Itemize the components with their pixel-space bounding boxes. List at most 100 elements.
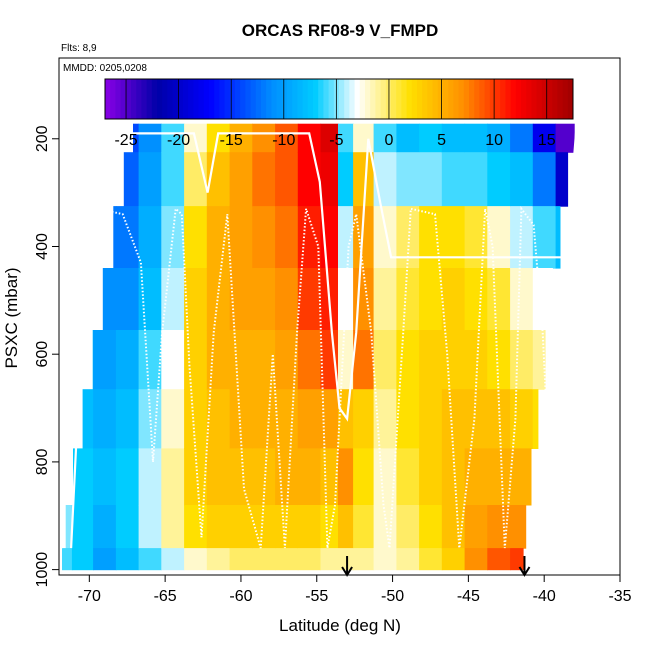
heatmap-cell — [441, 330, 466, 390]
colorbar-segment — [469, 79, 475, 119]
colorbar-segment — [349, 79, 356, 119]
x-tick-label: -70 — [78, 588, 101, 605]
heatmap-cell — [373, 206, 397, 269]
heatmap-cell — [93, 330, 117, 390]
colorbar-segment — [183, 79, 189, 119]
colorbar-segment — [406, 79, 413, 119]
colorbar-segment — [432, 79, 439, 119]
heatmap-cell — [555, 152, 569, 207]
colorbar-segment — [245, 79, 252, 119]
heatmap-cell — [184, 330, 208, 390]
heatmap-cell — [138, 123, 162, 153]
heatmap-cell — [320, 123, 339, 153]
heatmap-cell — [338, 152, 354, 207]
colorbar-segment — [401, 79, 408, 119]
heatmap-cell — [464, 548, 488, 571]
heatmap-cell — [555, 123, 575, 153]
heatmap-cell — [419, 123, 443, 153]
x-tick-label: -40 — [533, 588, 556, 605]
heatmap-cell — [93, 548, 117, 571]
colorbar-segment — [115, 79, 122, 119]
colorbar-segment — [536, 79, 543, 119]
heatmap-cell — [65, 505, 73, 549]
heatmap-cell — [138, 206, 162, 269]
colorbar-segment — [131, 79, 137, 119]
heatmap-cell — [532, 206, 557, 269]
heatmap-cell — [229, 152, 253, 207]
colorbar-segment — [110, 79, 116, 119]
colorbar-segment — [302, 79, 309, 119]
chart-title: ORCAS RF08-9 V_FMPD — [242, 21, 438, 40]
colorbar-segment — [292, 79, 298, 119]
heatmap-cell — [252, 330, 276, 390]
heatmap-cell — [93, 448, 117, 506]
heatmap-cell — [396, 389, 420, 449]
heatmap-cell — [419, 389, 443, 449]
heatmap-cell — [297, 448, 322, 506]
heatmap-cell — [338, 123, 354, 153]
colorbar-segment — [567, 79, 574, 119]
heatmap-cell — [510, 123, 534, 153]
colorbar-segment — [193, 79, 200, 119]
heatmap-cell — [464, 330, 488, 390]
colorbar-segment — [458, 79, 465, 119]
colorbar-segment — [209, 79, 215, 119]
colorbar-segment — [417, 79, 423, 119]
heatmap-cell — [338, 389, 354, 449]
colorbar-segment — [557, 79, 564, 119]
heatmap-cell — [338, 448, 354, 506]
heatmap-cell — [229, 330, 253, 390]
heatmap-cell — [487, 152, 511, 207]
heatmap-cell — [419, 206, 443, 269]
flight-track-overlay — [61, 132, 617, 549]
heatmap-cell — [532, 330, 546, 390]
colorbar-segment — [287, 79, 293, 119]
colorbar-segment — [151, 79, 158, 119]
heatmap-cell — [353, 389, 375, 449]
heatmap-cell — [373, 123, 397, 153]
heatmap-cell — [229, 548, 253, 571]
heatmap-cell — [297, 389, 322, 449]
colorbar-segment — [162, 79, 168, 119]
heatmap-cell — [115, 505, 140, 549]
colorbar-segment — [521, 79, 527, 119]
heatmap-cell — [441, 123, 466, 153]
heatmap-cell — [138, 268, 162, 331]
heatmap-cell — [532, 389, 539, 449]
heatmap — [62, 123, 575, 571]
heatmap-cell — [441, 152, 466, 207]
heatmap-cell — [396, 152, 420, 207]
colorbar-segment — [422, 79, 428, 119]
heatmap-cell — [229, 268, 253, 331]
colorbar-segment — [307, 79, 314, 119]
colorbar-segment — [427, 79, 434, 119]
colorbar: -25 -20 -15 -10 -5 0 5 10 15 — [104, 78, 574, 149]
colorbar-segment — [266, 79, 272, 119]
colorbar-segment — [495, 79, 501, 119]
x-tick-label: -55 — [305, 588, 328, 605]
heatmap-cell — [532, 268, 553, 331]
y-tick-label: 800 — [34, 448, 51, 475]
heatmap-cell — [510, 206, 534, 269]
heatmap-cell — [320, 448, 339, 506]
heatmap-cell — [396, 448, 420, 506]
heatmap-cell — [510, 152, 534, 207]
colorbar-segment — [172, 79, 179, 119]
x-tick-label: -45 — [457, 588, 480, 605]
heatmap-cell — [419, 268, 443, 331]
heatmap-cell — [252, 152, 276, 207]
heatmap-cell — [275, 389, 299, 449]
heatmap-cell — [138, 152, 162, 207]
heatmap-cell — [396, 268, 420, 331]
heatmap-cell — [464, 152, 488, 207]
colorbar-segment — [276, 79, 283, 119]
heatmap-cell — [419, 505, 443, 549]
heatmap-cell — [275, 448, 299, 506]
heatmap-cell — [115, 268, 140, 331]
heatmap-cell — [297, 152, 322, 207]
colorbar-segment — [541, 79, 548, 119]
heatmap-cell — [252, 123, 276, 153]
heatmap-cell — [71, 548, 94, 571]
heatmap-cell — [487, 548, 511, 571]
heatmap-cell — [532, 152, 557, 207]
